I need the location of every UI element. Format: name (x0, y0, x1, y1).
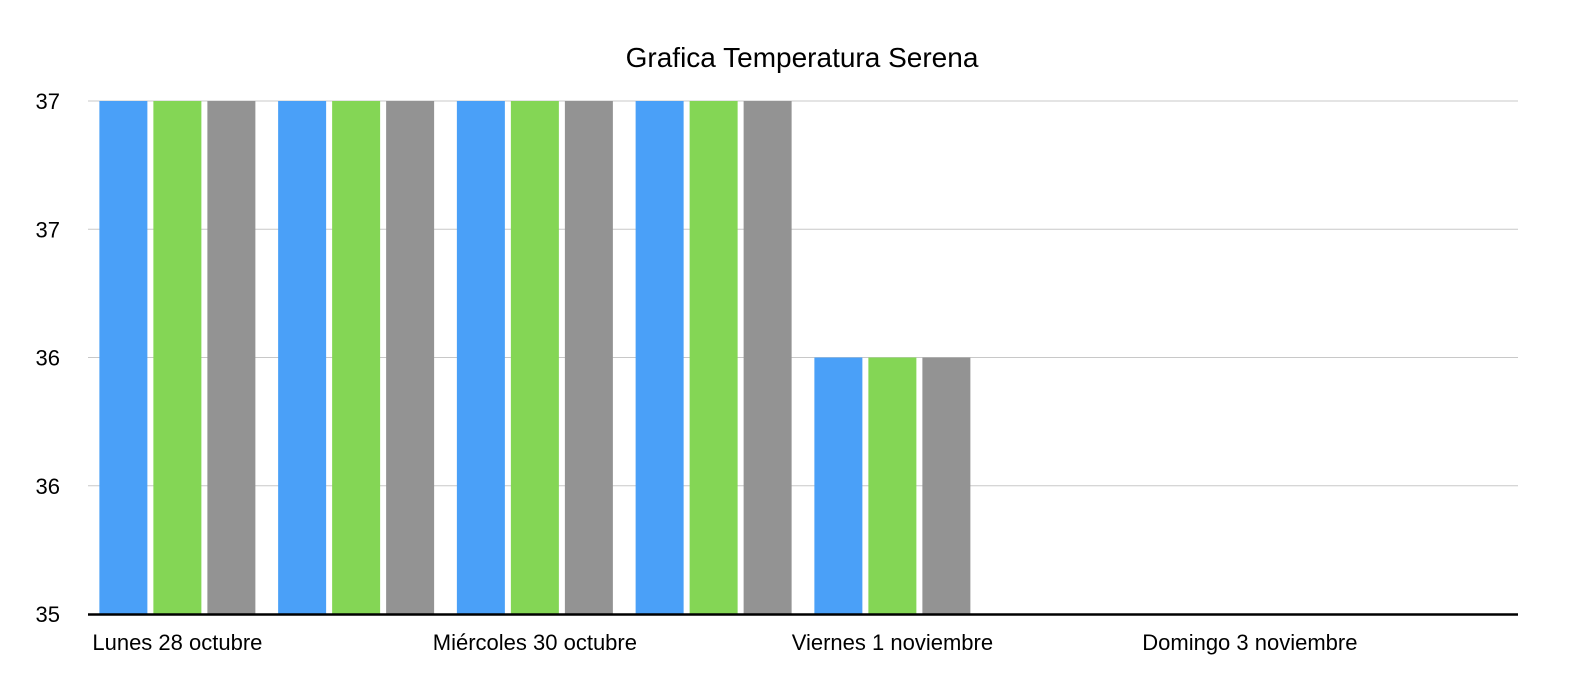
gridlines (88, 100, 1518, 487)
y-tick-label: 36 (36, 346, 60, 371)
bar (99, 101, 148, 614)
y-axis: 35 36 36 37 37 (36, 89, 60, 627)
bar (386, 101, 435, 614)
bar (510, 101, 559, 614)
bar (922, 357, 971, 614)
bar (332, 101, 381, 614)
y-tick-label: 37 (36, 89, 60, 114)
x-tick-label: Viernes 1 noviembre (792, 630, 993, 655)
chart-title: Grafica Temperatura Serena (626, 42, 979, 73)
bar (564, 101, 613, 614)
bar (207, 101, 256, 614)
bar (814, 357, 863, 614)
bar (456, 101, 505, 614)
y-tick-label: 37 (36, 217, 60, 242)
bar (743, 101, 792, 614)
bar (153, 101, 202, 614)
y-tick-label: 35 (36, 602, 60, 627)
bar (689, 101, 738, 614)
bar (278, 101, 327, 614)
x-tick-label: Miércoles 30 octubre (433, 630, 637, 655)
bar (635, 101, 684, 614)
x-axis: Lunes 28 octubre Miércoles 30 octubre Vier… (92, 630, 1357, 655)
bars (99, 101, 971, 614)
bar (868, 357, 917, 614)
x-tick-label: Lunes 28 octubre (92, 630, 262, 655)
y-tick-label: 36 (36, 474, 60, 499)
x-tick-label: Domingo 3 noviembre (1142, 630, 1357, 655)
